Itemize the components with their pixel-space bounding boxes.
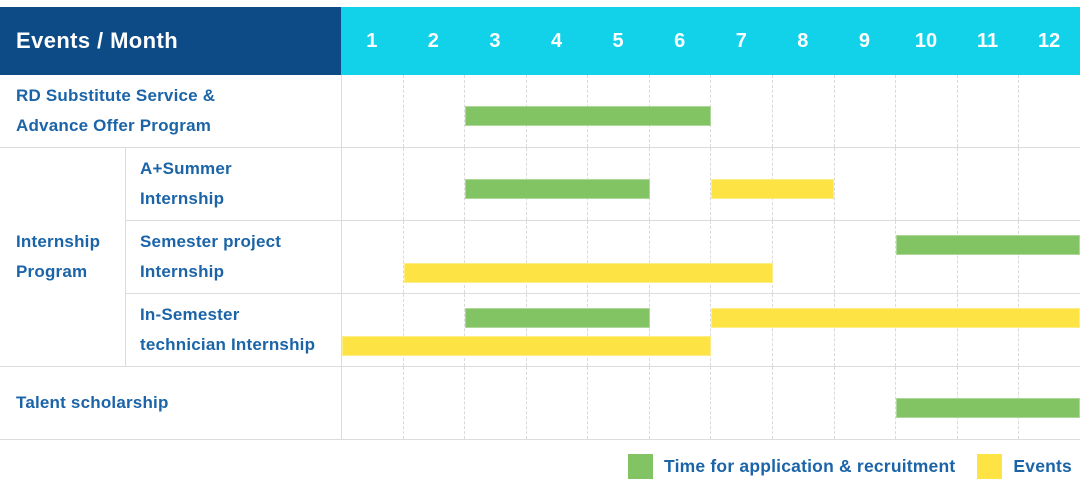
month-gridline	[587, 294, 649, 366]
month-gridline	[710, 148, 772, 220]
month-header-cell: 12	[1038, 29, 1061, 52]
row-label: In-Semester technician Internship	[125, 294, 341, 367]
month-gridline	[464, 367, 526, 439]
month-header-cell: 1	[366, 29, 378, 52]
month-gridline	[525, 294, 588, 366]
month-gridline	[648, 148, 711, 220]
month-gridlines	[342, 75, 1080, 147]
month-header-cell: 11	[976, 29, 999, 52]
month-header-cell: 5	[612, 29, 624, 52]
month-gridline	[833, 75, 896, 147]
month-gridline	[710, 367, 772, 439]
month-gridline	[895, 294, 957, 366]
month-gridline	[648, 367, 711, 439]
month-header-cell: 7	[735, 29, 747, 52]
gantt-bar-application	[465, 308, 650, 328]
row-label: RD Substitute Service & Advance Offer Pr…	[0, 75, 341, 148]
month-header-cell: 3	[489, 29, 501, 52]
month-gridline	[587, 367, 649, 439]
month-gridline	[833, 148, 896, 220]
month-gridline	[402, 367, 465, 439]
month-gridline	[1018, 294, 1080, 366]
gantt-bar-application	[895, 235, 1080, 255]
legend-swatch-event	[977, 454, 1003, 479]
month-gridline	[464, 75, 526, 147]
month-gridline	[710, 75, 772, 147]
month-gridline	[464, 294, 526, 366]
events-gantt-table: Events / Month 1 2 3 4 5 6 7 8 9 10 11 12 RD Substi…	[0, 7, 1080, 440]
legend-item: Events	[977, 454, 1072, 479]
gantt-bar-application	[465, 179, 650, 199]
month-gridline	[833, 294, 896, 366]
month-header-cell: 6	[674, 29, 686, 52]
gantt-bar-application	[465, 106, 711, 126]
month-gridline	[956, 221, 1019, 293]
month-gridline	[956, 148, 1019, 220]
month-gridline	[833, 367, 896, 439]
month-header-cell: 9	[858, 29, 870, 52]
row-timeline	[341, 221, 1080, 294]
gantt-bar-event	[711, 179, 834, 199]
legend-swatch-application	[628, 454, 654, 479]
row-group-label: Internship Program	[0, 148, 125, 367]
gantt-bar-event	[403, 263, 773, 283]
row-timeline	[341, 367, 1080, 440]
month-gridline	[1018, 148, 1080, 220]
month-gridline	[710, 221, 772, 293]
table-header-title: Events / Month	[0, 7, 341, 75]
month-gridline	[342, 221, 403, 293]
month-gridline	[772, 75, 834, 147]
row-label: Semester project Internship	[125, 221, 341, 294]
month-gridline	[402, 294, 465, 366]
month-gridline	[1018, 221, 1080, 293]
month-header-cell: 10	[914, 29, 938, 52]
month-header-row: 1 2 3 4 5 6 7 8 9 10 11 12	[341, 7, 1080, 75]
month-gridline	[402, 221, 465, 293]
month-gridline	[464, 221, 526, 293]
month-header-cell: 4	[550, 29, 563, 52]
row-timeline	[341, 294, 1080, 367]
month-header-cell: 8	[797, 29, 809, 52]
month-gridline	[587, 221, 649, 293]
row-label: Talent scholarship	[0, 367, 341, 440]
row-timeline	[341, 148, 1080, 221]
month-gridlines	[342, 294, 1080, 366]
month-gridline	[525, 367, 588, 439]
month-gridline	[772, 294, 834, 366]
gantt-bar-event	[342, 336, 711, 356]
month-gridline	[895, 75, 957, 147]
month-gridline	[833, 221, 896, 293]
month-gridlines	[342, 221, 1080, 293]
gantt-bar-application	[895, 398, 1080, 418]
legend-item: Time for application & recruitment	[628, 454, 955, 479]
row-timeline	[341, 75, 1080, 148]
month-gridline	[956, 75, 1019, 147]
month-gridline	[402, 148, 465, 220]
month-gridline	[956, 294, 1019, 366]
month-gridline	[402, 75, 465, 147]
month-gridline	[895, 221, 957, 293]
month-gridline	[895, 148, 957, 220]
month-gridline	[342, 367, 403, 439]
gantt-bar-event	[711, 308, 1080, 328]
month-gridline	[710, 294, 772, 366]
month-gridline	[772, 221, 834, 293]
month-gridline	[772, 367, 834, 439]
legend-label: Time for application & recruitment	[664, 456, 956, 476]
row-label: A+Summer Internship	[125, 148, 341, 221]
month-gridline	[464, 148, 526, 220]
legend-label: Events	[1013, 456, 1072, 476]
month-gridline	[342, 148, 403, 220]
month-gridline	[525, 221, 588, 293]
legend: Time for application & recruitment Events	[0, 454, 1080, 479]
month-header-cell: 2	[427, 29, 439, 52]
month-gridline	[648, 221, 711, 293]
month-gridline	[1018, 75, 1080, 147]
month-gridline	[648, 294, 711, 366]
month-gridline	[342, 75, 403, 147]
